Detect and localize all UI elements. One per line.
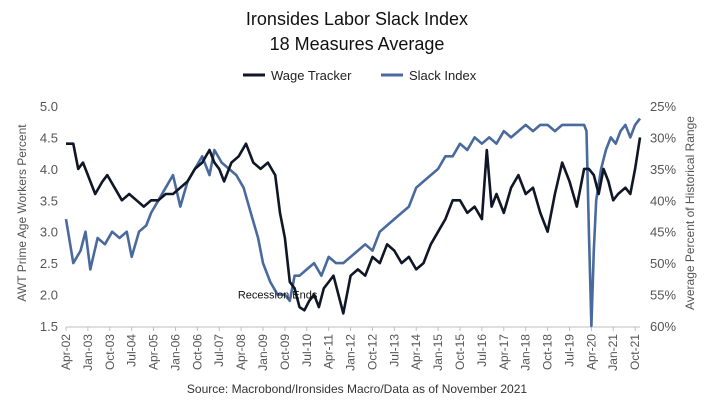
right-axis-ticks: 25% 30% 35% 40% 45% 50% 55% 60%	[650, 99, 676, 334]
x-tick-label: Jan-06	[168, 334, 182, 371]
left-tick-label: 5.0	[40, 99, 58, 114]
x-tick-label: Apr-20	[584, 334, 598, 370]
x-tick-label: Oct-03	[103, 334, 117, 370]
x-tick-label: Jan-12	[344, 334, 358, 371]
left-tick-label: 2.0	[40, 288, 58, 303]
right-tick-label: 35%	[650, 162, 676, 177]
x-tick-label: Oct-09	[278, 334, 292, 370]
x-tick-label: Jan-03	[81, 334, 95, 371]
x-tick-label: Jul-13	[387, 334, 401, 367]
x-tick-label: Apr-08	[234, 334, 248, 370]
x-tick-label: Jul-10	[300, 334, 314, 367]
series-line-wage-tracker	[66, 137, 642, 315]
recession-ends-annotation: Recession Ends	[238, 290, 318, 302]
legend-label-wage-tracker: Wage Tracker	[271, 68, 352, 83]
x-tick-label: Jan-09	[256, 334, 270, 371]
x-tick-label: Apr-14	[409, 334, 423, 370]
left-tick-label: 4.5	[40, 130, 58, 145]
right-tick-label: 30%	[650, 130, 676, 145]
x-tick-label: Oct-12	[365, 334, 379, 370]
x-tick-label: Oct-18	[541, 334, 555, 370]
x-tick-label: Apr-17	[497, 334, 511, 370]
left-tick-label: 3.5	[40, 193, 58, 208]
x-tick-label: Jul-07	[212, 334, 226, 367]
x-axis-ticks: Apr-02 Jan-03 Oct-03 Jul-04 Apr-05 Jan-06 Oct-…	[59, 327, 642, 371]
x-tick-label: Oct-21	[628, 334, 642, 370]
right-tick-label: 25%	[650, 99, 676, 114]
x-tick-label: Jan-21	[606, 334, 620, 371]
series-line-slack-index	[64, 117, 642, 328]
x-tick-label: Oct-15	[453, 334, 467, 370]
source-note: Source: Macrobond/Ironsides Macro/Data a…	[187, 382, 527, 396]
right-tick-label: 55%	[650, 288, 676, 303]
chart-title: Ironsides Labor Slack Index	[246, 9, 468, 29]
right-tick-label: 50%	[650, 256, 676, 271]
right-tick-label: 45%	[650, 225, 676, 240]
left-tick-label: 3.0	[40, 225, 58, 240]
x-tick-label: Jul-19	[562, 334, 576, 367]
x-tick-label: Apr-05	[147, 334, 161, 370]
x-tick-label: Jan-18	[519, 334, 533, 371]
chart-subtitle: 18 Measures Average	[270, 34, 445, 54]
left-tick-label: 1.5	[40, 319, 58, 334]
left-axis-ticks: 5.0 4.5 4.0 3.5 3.0 2.5 2.0 1.5	[40, 99, 58, 334]
left-tick-label: 2.5	[40, 256, 58, 271]
x-tick-label: Oct-06	[190, 334, 204, 370]
left-tick-label: 4.0	[40, 162, 58, 177]
x-tick-label: Jul-04	[125, 334, 139, 367]
right-tick-label: 60%	[650, 319, 676, 334]
right-axis-label: Average Percent of Historical Range	[683, 116, 697, 310]
legend-label-slack-index: Slack Index	[409, 68, 477, 83]
x-tick-label: Apr-02	[59, 334, 73, 370]
left-axis-label: AWT Prime Age Workers Percent	[15, 124, 29, 302]
legend: Wage Tracker Slack Index	[243, 68, 477, 83]
x-tick-label: Jul-16	[475, 334, 489, 367]
right-tick-label: 40%	[650, 193, 676, 208]
x-tick-label: Jan-15	[431, 334, 445, 371]
x-tick-label: Apr-11	[322, 334, 336, 369]
